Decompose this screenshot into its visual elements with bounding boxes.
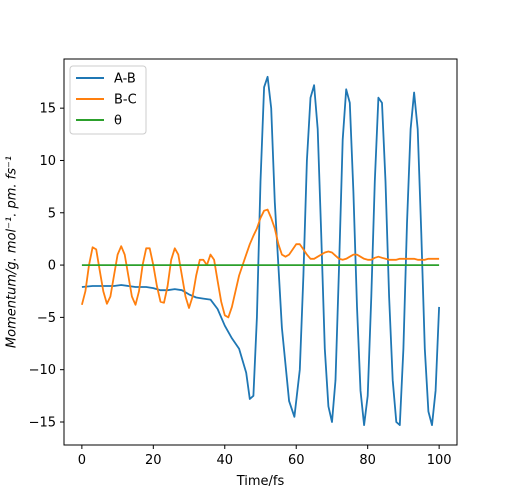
- y-tick-label: −5: [37, 311, 56, 326]
- x-axis-label: Time/fs: [236, 474, 285, 489]
- x-tick-label: 20: [145, 453, 162, 468]
- legend-label-ab: A-B: [114, 72, 136, 87]
- series-layer: [81, 75, 440, 427]
- plot-frame: [63, 58, 458, 446]
- x-tick-label: 0: [78, 453, 86, 468]
- y-tick-label: −15: [29, 415, 56, 430]
- series-line-ab: [81, 75, 440, 427]
- y-axis-label: Momentum/g. mol⁻¹. pm. fs⁻¹: [5, 156, 20, 348]
- y-tick-label: 0: [48, 259, 56, 274]
- y-tick-label: 15: [39, 102, 56, 117]
- legend-label-bc: B-C: [114, 93, 137, 108]
- legend-box: [69, 65, 147, 135]
- x-axis-ticks: 0 20 40 60 80 100: [78, 445, 452, 468]
- x-tick-label: 100: [427, 453, 452, 468]
- legend-label-theta: θ: [114, 114, 122, 129]
- x-tick-label: 40: [216, 453, 233, 468]
- series-line-bc: [81, 208, 440, 319]
- y-axis-ticks: −15 −10 −5 0 5 10 15: [29, 102, 64, 430]
- x-tick-label: 60: [288, 453, 305, 468]
- y-tick-label: 10: [39, 154, 56, 169]
- x-tick-label: 80: [359, 453, 376, 468]
- legend: A-B B-C θ: [69, 65, 147, 135]
- y-tick-label: −10: [29, 363, 56, 378]
- y-tick-label: 5: [48, 206, 56, 221]
